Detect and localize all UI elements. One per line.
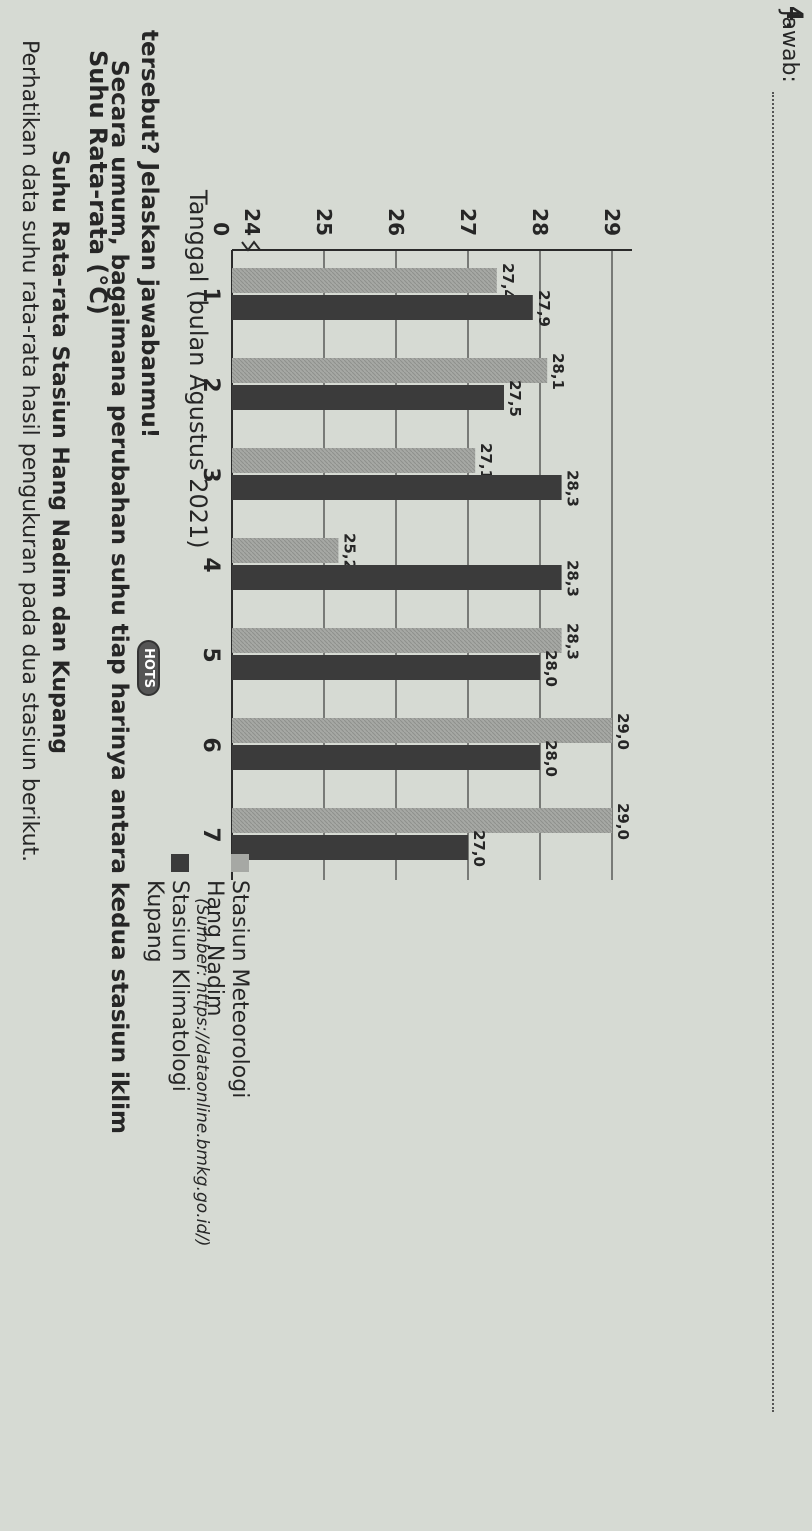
data-label: 27,4 bbox=[499, 263, 517, 300]
bar-meteorologi bbox=[232, 628, 562, 653]
answer-label: Jawab: bbox=[777, 10, 802, 83]
y-tick-label: 0 bbox=[209, 222, 233, 236]
chart-title: Suhu Rata-rata Stasiun Hang Nadim dan Ku… bbox=[47, 150, 72, 755]
data-label: 28,0 bbox=[542, 740, 560, 777]
axis-break bbox=[241, 240, 261, 252]
x-tick-label: 2 bbox=[198, 377, 223, 392]
data-label: 28,0 bbox=[542, 650, 560, 687]
data-label: 28,3 bbox=[564, 623, 582, 660]
y-tick-label: 27 bbox=[456, 208, 480, 236]
bar-klimatologi bbox=[232, 745, 540, 770]
x-tick-label: 7 bbox=[198, 827, 223, 842]
legend-label-klimatologi-1: Stasiun Klimatologi bbox=[167, 880, 192, 1092]
bar-meteorologi bbox=[232, 808, 612, 833]
data-label: 28,3 bbox=[564, 560, 582, 597]
x-tick-label: 6 bbox=[198, 737, 223, 752]
legend-item-klimatologi: Stasiun Klimatologi Kupang bbox=[142, 854, 192, 1092]
legend-label-klimatologi-2: Kupang bbox=[142, 880, 167, 963]
legend-label-meteorologi-1: Stasiun Meteorologi bbox=[227, 880, 252, 1099]
data-label: 25,2 bbox=[340, 533, 358, 570]
x-tick-label: 3 bbox=[198, 467, 223, 482]
data-label: 29,0 bbox=[614, 803, 632, 840]
question-line-1: Secara umum, bagaimana perubahan suhu ti… bbox=[106, 60, 132, 1134]
bar-klimatologi bbox=[232, 295, 533, 320]
bar-meteorologi bbox=[232, 448, 476, 473]
bar-meteorologi bbox=[232, 358, 548, 383]
legend-label-meteorologi-2: Hang Nadim bbox=[202, 880, 227, 1017]
y-tick-label: 28 bbox=[528, 208, 552, 236]
y-tick-label: 25 bbox=[312, 208, 336, 236]
question-intro: Perhatikan data suhu rata-rata hasil pen… bbox=[17, 40, 42, 863]
hots-badge: HOTS bbox=[137, 640, 160, 697]
answer-line[interactable] bbox=[772, 92, 774, 1412]
y-tick-label: 29 bbox=[600, 208, 624, 236]
bar-meteorologi bbox=[232, 718, 612, 743]
bar-klimatologi bbox=[232, 385, 504, 410]
data-label: 29,0 bbox=[614, 713, 632, 750]
data-label: 27,0 bbox=[470, 830, 488, 867]
legend-swatch-klimatologi bbox=[171, 854, 189, 872]
question-line-2: tersebut? Jelaskan jawabanmu! bbox=[136, 30, 162, 439]
data-label: 28,3 bbox=[564, 470, 582, 507]
data-label: 27,5 bbox=[506, 380, 524, 417]
x-axis-title: Tanggal (bulan Agustus 2021) bbox=[184, 190, 212, 549]
y-tick-label: 24 bbox=[240, 208, 264, 236]
bar-klimatologi bbox=[232, 655, 540, 680]
bar-klimatologi bbox=[232, 565, 562, 590]
x-tick-label: 1 bbox=[198, 287, 223, 302]
bar-meteorologi bbox=[231, 538, 339, 563]
x-tick-label: 4 bbox=[198, 557, 223, 572]
bar-meteorologi bbox=[232, 268, 497, 293]
data-label: 28,1 bbox=[549, 353, 567, 390]
legend-item-meteorologi: Stasiun Meteorologi Hang Nadim bbox=[202, 854, 252, 1099]
data-label: 27,1 bbox=[477, 443, 495, 480]
x-tick-label: 5 bbox=[198, 647, 223, 662]
bar-klimatologi bbox=[232, 835, 468, 860]
bar-klimatologi bbox=[232, 475, 562, 500]
data-label: 27,9 bbox=[535, 290, 553, 327]
legend-swatch-meteorologi bbox=[231, 854, 249, 872]
y-tick-label: 26 bbox=[384, 208, 408, 236]
